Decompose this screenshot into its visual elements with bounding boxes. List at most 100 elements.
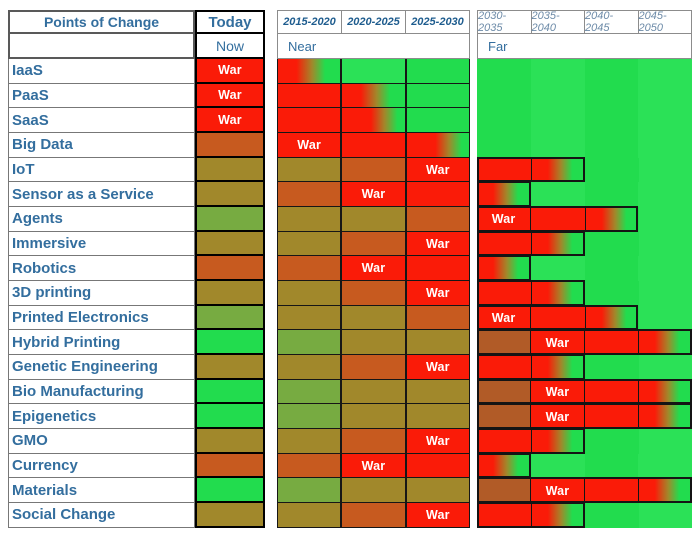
table-row: SaaS War [8, 108, 692, 134]
far-cell [530, 503, 585, 528]
today-cell [195, 404, 265, 430]
far-cell [477, 453, 531, 479]
today-cell [195, 281, 265, 306]
table-row: Robotics War [8, 255, 692, 282]
near-cell [277, 404, 342, 430]
column-gap [470, 256, 477, 281]
column-gap [470, 404, 477, 429]
war-marker: War [545, 385, 570, 400]
column-gap [470, 281, 477, 306]
far-cell: War [530, 404, 584, 430]
near-cell [277, 59, 342, 84]
near-cell [341, 59, 406, 84]
column-gap [470, 232, 477, 257]
near-cell: War [405, 231, 470, 257]
far-cells [477, 83, 692, 109]
column-gap [265, 306, 277, 331]
far-cell: War [530, 478, 584, 504]
today-column-header: Today [195, 10, 265, 34]
today-cell [195, 355, 265, 380]
column-gap [265, 429, 277, 454]
row-label: Big Data [8, 133, 195, 158]
near-cell [277, 305, 342, 331]
table-row: GMO War [8, 428, 692, 454]
near-cells: War [277, 157, 470, 183]
table-row: Currency War [8, 452, 692, 479]
near-cell [341, 379, 406, 405]
far-cell [530, 157, 585, 183]
far-cell [477, 231, 531, 257]
matrix-rows: IaaS War PaaS War SaaS War Big Data War IoT War Se… [8, 59, 692, 528]
far-year-headers: 2030-2035 2035-2040 2040-2045 2045-2050 [477, 10, 692, 34]
far-cell [530, 108, 585, 134]
table-row: Social Change War [8, 502, 692, 528]
near-cell [277, 379, 342, 405]
today-cell [195, 379, 265, 405]
near-cells: War [277, 355, 470, 380]
far-year-header: 2040-2045 [585, 10, 639, 34]
far-cells [477, 181, 692, 208]
near-cell [341, 429, 406, 454]
row-label: PaaS [8, 83, 195, 109]
near-cell [405, 133, 470, 158]
row-label: Currency [8, 453, 195, 479]
far-cell: War [530, 379, 584, 405]
far-cell [584, 108, 639, 134]
column-gap [265, 380, 277, 405]
far-cell [530, 133, 585, 158]
far-cell [638, 503, 692, 528]
far-cell [477, 182, 531, 208]
far-cell [477, 256, 531, 282]
near-cell [277, 355, 342, 380]
far-cells [477, 354, 692, 380]
war-marker: War [425, 507, 450, 522]
near-cell [277, 281, 342, 306]
column-gap [265, 330, 277, 355]
near-year-header: 2025-2030 [406, 10, 470, 34]
far-cell [638, 305, 692, 331]
near-cell [277, 231, 342, 257]
today-cell [195, 182, 265, 208]
near-cells: War [277, 429, 470, 454]
far-cell [477, 404, 530, 430]
row-label: Materials [8, 478, 195, 504]
far-cell [530, 281, 585, 306]
far-cell [638, 231, 692, 257]
near-cell [405, 305, 470, 331]
war-marker: War [218, 88, 242, 102]
war-marker: War [491, 212, 516, 227]
near-cell [341, 207, 406, 232]
row-label: Agents [8, 207, 195, 232]
column-gap [265, 478, 277, 503]
row-label: GMO [8, 429, 195, 454]
table-row: 3D printing War [8, 280, 692, 306]
column-gap [470, 355, 477, 380]
near-cells [277, 305, 470, 331]
far-cells: War [477, 304, 692, 331]
near-cells: War [277, 133, 470, 158]
far-cell [530, 355, 585, 380]
far-cells [477, 230, 692, 257]
far-cells [477, 428, 692, 454]
column-gap [470, 429, 477, 454]
far-cell [530, 429, 585, 454]
table-row: Genetic Engineering War [8, 354, 692, 380]
war-marker: War [425, 433, 450, 448]
column-gap [470, 478, 477, 503]
header-row-groups: Now Near Far [8, 34, 692, 59]
column-gap [265, 182, 277, 207]
near-cell [405, 453, 470, 479]
near-cell [341, 478, 406, 504]
far-cell [585, 281, 639, 306]
column-gap [470, 10, 477, 34]
far-cell [477, 108, 531, 134]
near-cell [341, 83, 406, 109]
near-cell [277, 256, 342, 282]
near-cells: War [277, 256, 470, 282]
far-cell [585, 503, 639, 528]
today-cell: War [195, 59, 265, 84]
near-cell [405, 330, 470, 356]
war-marker: War [361, 261, 386, 276]
column-gap [470, 34, 477, 59]
near-cell: War [405, 281, 470, 306]
